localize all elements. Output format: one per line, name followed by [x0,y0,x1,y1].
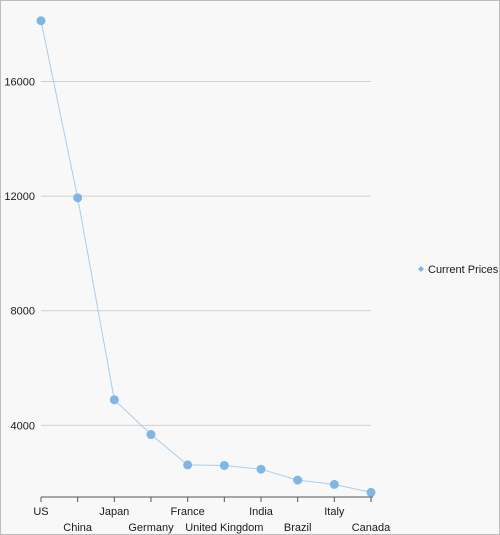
series-line-current-prices [40,20,372,493]
y-axis-ticks: 4000 8000 12000 16000 [4,77,35,433]
x-tick-label-india: India [249,506,274,518]
y-tick-label: 4000 [11,420,35,432]
x-tick-label-italy: Italy [324,506,345,518]
legend-label: Current Prices [428,264,499,276]
y-tick-label: 12000 [4,191,35,203]
y-tick-label: 16000 [4,77,35,89]
x-tick-label-japan: Japan [99,506,129,518]
series-points [36,16,376,497]
grid-lines [41,81,371,426]
legend: Current Prices [418,264,499,276]
data-point-canada [366,487,376,497]
data-point-brazil [293,475,303,485]
data-point-germany [146,430,156,440]
x-tick-label-brazil: Brazil [284,522,312,534]
x-tick-label-canada: Canada [352,522,391,534]
y-tick-label: 8000 [11,306,35,318]
x-tick-label-us: US [33,506,48,518]
data-point-united-kingdom [219,460,229,470]
x-tick-label-china: China [63,522,93,534]
data-point-india [256,464,266,474]
data-point-us [36,16,46,26]
x-axis-ticks: US China Japan Germany France United Kingdom I… [33,497,391,534]
data-point-italy [329,479,339,489]
x-tick-label-united-kingdom: United Kingdom [185,522,263,534]
data-point-china [73,193,83,203]
x-tick-label-france: France [171,506,205,518]
x-tick-label-germany: Germany [128,522,174,534]
data-point-japan [109,395,119,405]
data-point-france [183,460,193,470]
legend-marker-icon [418,266,424,272]
